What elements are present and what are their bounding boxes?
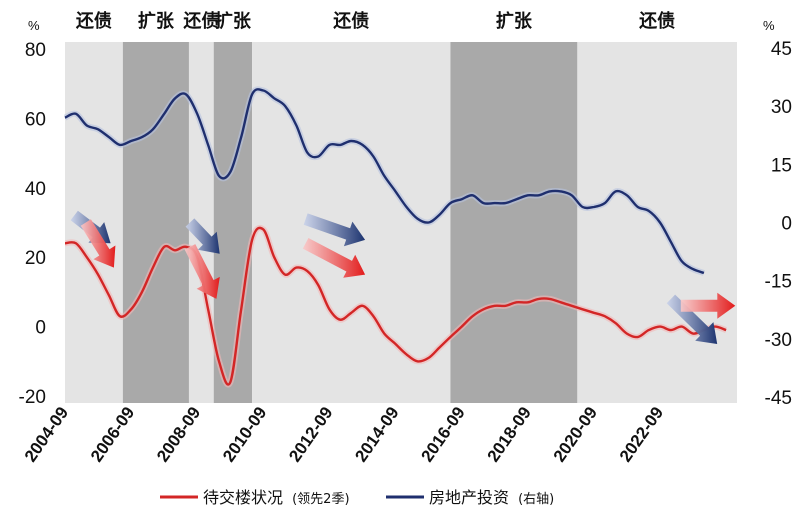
phase-label: 扩张 [138,10,175,32]
legend-label-handover: 待交楼状况 [203,488,283,507]
y-right-tick-label: 0 [781,214,792,235]
trend-arrow-red [80,219,116,268]
y-left-tick-label: 20 [25,248,46,269]
x-tick-label: 2004-09 [21,403,72,465]
y-left-tick-label: 40 [25,179,46,200]
y-right-tick-label: 15 [771,155,792,176]
trend-arrow-red [302,238,366,278]
phase-bands [65,42,737,403]
phase-label: 扩张 [215,10,252,32]
x-tick-label: 2006-09 [87,403,138,465]
x-tick-label: 2008-09 [153,403,204,465]
y-right-tick-label: -30 [765,330,792,351]
svg-text:待交楼状况 (领先2季): 待交楼状况 (领先2季) [203,488,350,507]
phase-label: 还债 [75,10,112,32]
y-left-tick-label: 60 [25,109,46,130]
trend-arrow-navy [303,213,366,247]
trend-arrow-red [680,292,736,319]
series-line-handover [64,226,727,386]
phase-band [213,42,253,403]
series-lines [63,86,728,388]
trend-arrow-red [184,244,220,299]
y-right-tick-label: -45 [765,388,792,409]
y-left-unit: % [28,18,40,33]
phase-label: 还债 [182,10,219,32]
x-tick-label: 2014-09 [351,403,402,465]
legend-note-investment: (右轴) [518,492,554,507]
y-left-tick-label: 0 [35,318,46,339]
trend-arrow-navy [185,218,220,254]
y-right-unit: % [763,18,775,33]
y-left-tick-label: -20 [19,387,46,408]
x-tick-label: 2020-09 [550,403,601,465]
legend-note-handover: (领先2季) [292,492,349,507]
svg-text:房地产投资 (右轴): 房地产投资 (右轴) [429,488,554,507]
phase-label: 扩张 [496,10,533,32]
legend: 待交楼状况 (领先2季) 房地产投资 (右轴) [160,488,554,507]
x-tick-label: 2018-09 [484,403,535,465]
x-tick-label: 2012-09 [285,403,336,465]
phase-label: 还债 [638,10,675,32]
y-left-tick-label: 80 [25,40,46,61]
trend-arrow-navy [666,294,718,344]
y-right-tick-label: 45 [771,39,792,60]
x-tick-label: 2010-09 [219,403,270,465]
phase-band [450,42,578,403]
phase-label: 还债 [332,10,369,32]
y-right-tick-label: -15 [765,272,792,293]
x-tick-label: 2016-09 [417,403,468,465]
x-tick-label: 2022-09 [616,403,667,465]
y-right-tick-label: 30 [771,97,792,118]
phase-band [122,42,189,403]
legend-label-investment: 房地产投资 [429,488,509,507]
series-line-investment [64,88,705,275]
trend-arrows [70,210,736,344]
